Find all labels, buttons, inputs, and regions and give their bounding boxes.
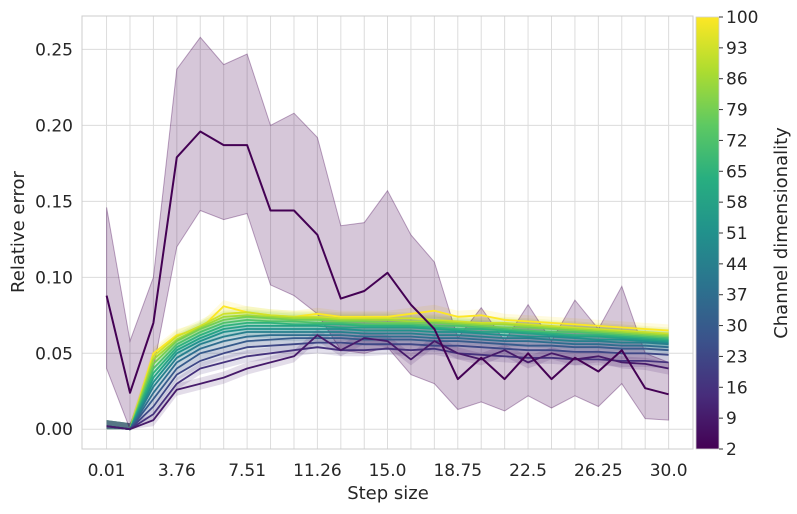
colorbar-tick-label-10: 72 — [726, 131, 748, 151]
series-line-dim-37 — [106, 334, 669, 431]
colorbar-tick-label-0: 2 — [726, 440, 737, 460]
series-line-dim-86 — [106, 314, 669, 431]
colorbar-tick-label-12: 86 — [726, 70, 748, 90]
y-tick-label-5: 0.25 — [35, 40, 73, 60]
colorbar-tick-label-5: 37 — [726, 286, 748, 306]
grid-lines — [82, 16, 693, 449]
series-line-dim-44 — [106, 331, 669, 431]
colorbar — [695, 16, 720, 450]
x-tick-label-6: 22.5 — [509, 461, 547, 481]
colorbar-tick-label-9: 65 — [726, 162, 748, 182]
series-line-dim-72 — [106, 318, 669, 431]
x-axis-ticks: 0.01 3.76 7.51 11.26 15.0 18.75 22.5 26.25 30.0 — [88, 461, 688, 481]
series-line-dim-58 — [106, 324, 669, 431]
colorbar-tick-label-13: 93 — [726, 39, 748, 59]
x-tick-label-2: 7.51 — [228, 461, 266, 481]
y-tick-label-0: 0.00 — [35, 420, 73, 440]
x-tick-label-0: 0.01 — [88, 461, 126, 481]
colorbar-tick-label-7: 51 — [726, 224, 748, 244]
colorbar-label: Channel dimensionality — [771, 127, 792, 339]
colorbar-tick-label-4: 30 — [726, 317, 748, 337]
y-tick-label-2: 0.10 — [35, 268, 73, 288]
x-tick-label-8: 30.0 — [650, 461, 688, 481]
y-tick-label-3: 0.15 — [35, 192, 73, 212]
series-line-dim-51 — [106, 328, 669, 431]
series-line-dim-2 — [105, 130, 669, 396]
x-axis-label: Step size — [347, 483, 429, 504]
series-line-dim-79 — [106, 315, 669, 431]
colorbar-tick-label-6: 44 — [726, 255, 748, 275]
y-axis-label: Relative error — [8, 170, 29, 292]
colorbar-tick-label-3: 23 — [726, 347, 748, 367]
plot-border — [81, 15, 694, 450]
series-lines — [105, 130, 669, 431]
y-tick-label-1: 0.05 — [35, 344, 73, 364]
x-tick-label-3: 11.26 — [293, 461, 342, 481]
colorbar-ticks: 2 9 16 23 30 37 44 51 58 65 72 79 86 93 100 — [719, 8, 758, 460]
x-tick-label-1: 3.76 — [158, 461, 196, 481]
series-line-dim-9 — [106, 334, 669, 431]
series-line-dim-65 — [106, 321, 669, 431]
x-tick-label-7: 26.25 — [574, 461, 623, 481]
y-tick-label-4: 0.20 — [35, 116, 73, 136]
y-axis-ticks: 0.00 0.05 0.10 0.15 0.20 0.25 — [35, 40, 73, 440]
colorbar-tick-label-8: 58 — [726, 193, 748, 213]
plot-frame — [81, 15, 694, 450]
x-tick-label-4: 15.0 — [369, 461, 407, 481]
colorbar-tick-label-1: 9 — [726, 409, 737, 429]
series-line-dim-93 — [106, 311, 669, 431]
colorbar-tick-label-14: 100 — [726, 8, 758, 28]
colorbar-tick-label-11: 79 — [726, 101, 748, 121]
colorbar-tick-label-2: 16 — [726, 378, 748, 398]
series-line-dim-30 — [106, 337, 669, 431]
x-tick-label-5: 18.75 — [433, 461, 482, 481]
series-line-dim-23 — [106, 341, 669, 431]
